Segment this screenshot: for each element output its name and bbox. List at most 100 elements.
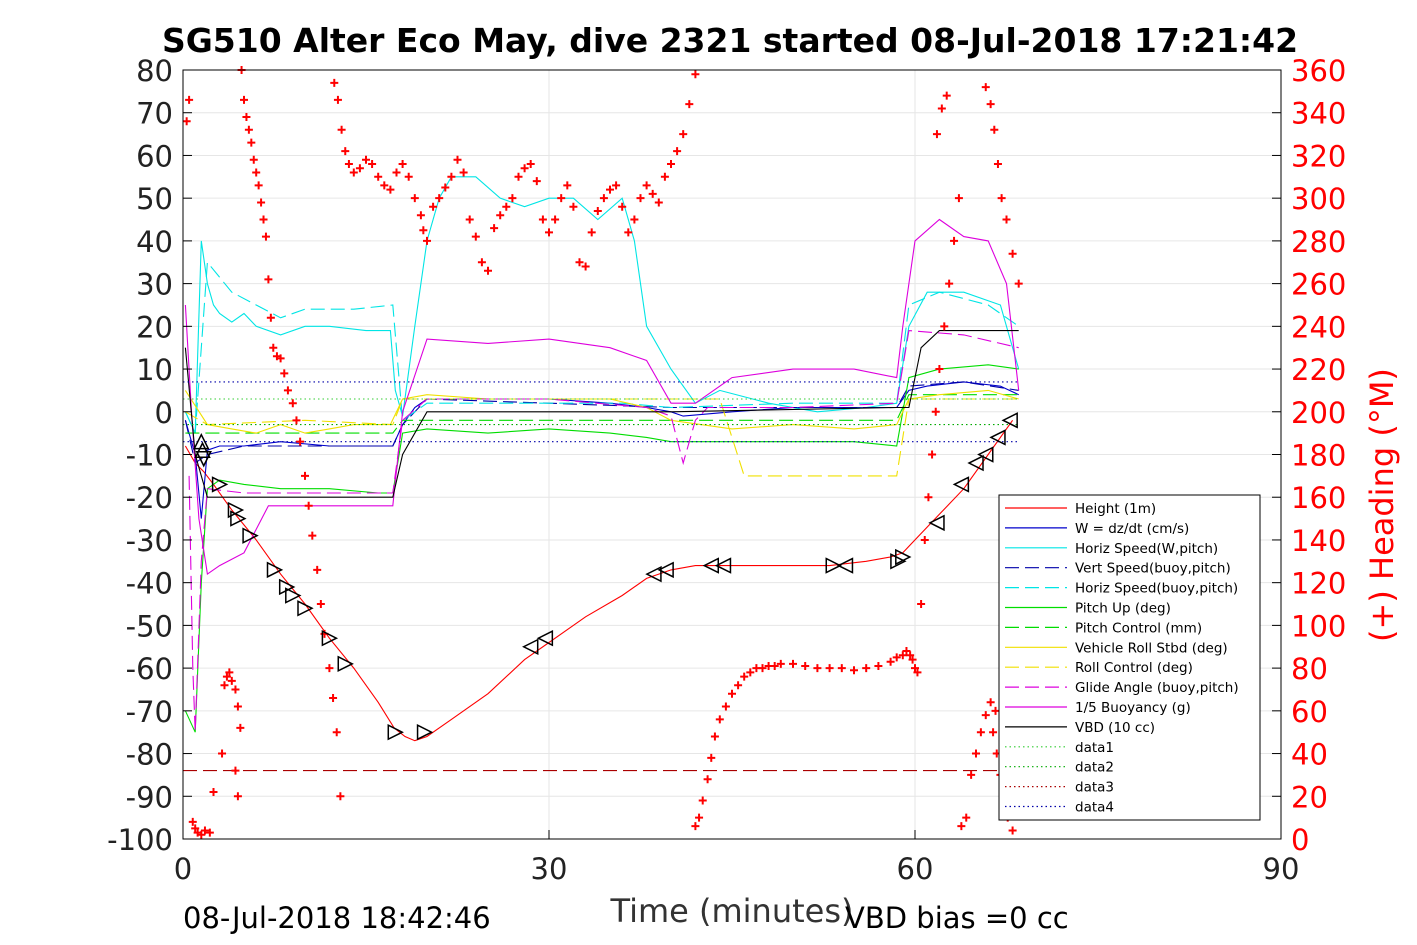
heading-point: [185, 95, 194, 104]
heading-point: [233, 792, 242, 801]
heading-point: [325, 664, 334, 673]
legend-label: W = dz/dt (cm/s): [1075, 521, 1189, 537]
waypoint-triangle: [194, 441, 211, 458]
heading-point: [538, 215, 547, 224]
heading-point: [465, 215, 474, 224]
heading-point: [336, 792, 345, 801]
heading-point: [954, 194, 963, 203]
heading-point: [188, 817, 197, 826]
legend-label: data3: [1075, 780, 1114, 796]
waypoint-triangle: [645, 565, 662, 583]
heading-point: [242, 112, 251, 121]
heading-point: [557, 194, 566, 203]
waypoint-triangle: [230, 510, 247, 527]
waypoint-triangle: [977, 446, 994, 463]
heading-point: [837, 664, 846, 673]
heading-point: [191, 824, 200, 833]
heading-point: [368, 159, 377, 168]
heading-point: [862, 664, 871, 673]
heading-point: [252, 168, 261, 177]
y2-tick-label: 260: [1291, 268, 1346, 302]
waypoint-triangle: [211, 476, 229, 493]
heading-point: [459, 168, 468, 177]
heading-point: [850, 666, 858, 675]
series-vbd-10-cc-: [184, 330, 1019, 498]
y2-tick-label: 280: [1291, 225, 1346, 259]
heading-point: [691, 70, 700, 79]
heading-point: [344, 159, 353, 168]
legend-label: 1/5 Buoyancy (g): [1075, 700, 1191, 716]
chart-title: SG510 Alter Eco May, dive 2321 started 0…: [162, 21, 1298, 60]
heading-point: [532, 177, 541, 186]
y-tick-label: -70: [126, 695, 173, 729]
heading-point: [746, 668, 755, 677]
heading-point: [292, 416, 301, 425]
y-axis-right: 3603403203002802602402202001801601401201…: [1272, 54, 1346, 857]
legend-label: data4: [1075, 800, 1114, 816]
y2-tick-label: 120: [1291, 567, 1346, 601]
heading-point: [355, 164, 364, 173]
heading-point: [618, 202, 627, 211]
y-axis-left: 80 70 60 50 40 30 20 10 0 -10 -20 -30 -40 -50 -60 -70 -8…: [107, 54, 192, 857]
waypoint-triangle: [967, 454, 984, 472]
heading-point: [660, 172, 669, 181]
waypoint-triangle: [416, 723, 434, 741]
waypoint-triangle: [836, 557, 854, 574]
heading-point: [940, 322, 949, 331]
heading-point: [981, 711, 990, 720]
heading-point: [200, 826, 209, 835]
heading-point: [304, 501, 313, 510]
series-roll-control-deg-: [185, 398, 1019, 477]
y2-tick-label: 240: [1291, 310, 1346, 344]
heading-point: [976, 728, 985, 737]
heading-point: [990, 125, 999, 134]
series-horiz-speed-buoy-pitch-: [184, 260, 1020, 434]
legend-label: Glide Angle (buoy,pitch): [1075, 680, 1239, 696]
heading-point: [477, 258, 486, 267]
heading-point: [257, 198, 266, 207]
heading-point: [740, 672, 749, 681]
heading-point: [419, 226, 428, 235]
series-w-dz-dt-cm-s-: [184, 381, 1019, 519]
legend-label: data1: [1075, 740, 1114, 756]
heading-point: [593, 206, 602, 215]
heading-point: [986, 100, 995, 109]
waypoint-triangle: [522, 638, 539, 655]
heading-point: [209, 788, 218, 797]
heading-point: [1014, 279, 1023, 288]
series-glide-angle-buoy-pitch-: [188, 330, 1019, 733]
waypoint-triangle: [387, 723, 404, 741]
heading-point: [937, 104, 946, 113]
legend-label: data2: [1075, 760, 1114, 776]
waypoint-triangle: [285, 587, 302, 604]
heading-point: [942, 91, 951, 100]
y-tick-label: -10: [126, 439, 173, 473]
heading-point: [825, 664, 834, 673]
heading-point: [957, 822, 966, 831]
heading-point: [349, 168, 358, 177]
y2-tick-label: 200: [1291, 396, 1346, 430]
heading-point: [404, 172, 413, 181]
heading-point: [264, 275, 273, 284]
heading-point: [691, 822, 700, 831]
heading-point: [374, 172, 383, 181]
heading-layer: [182, 66, 1023, 839]
heading-point: [972, 749, 980, 758]
heading-point: [698, 796, 707, 805]
heading-point: [1008, 826, 1017, 835]
heading-point: [924, 493, 933, 502]
y-tick-label: 30: [136, 268, 173, 302]
heading-point: [908, 655, 917, 664]
heading-point: [341, 147, 350, 156]
heading-point: [254, 181, 263, 190]
y-tick-label: -50: [126, 609, 173, 643]
heading-point: [233, 702, 242, 711]
heading-point: [981, 83, 990, 92]
heading-point: [316, 600, 325, 609]
heading-point: [892, 653, 901, 662]
waypoint-triangle: [895, 548, 912, 566]
heading-point: [1002, 215, 1011, 224]
heading-point: [514, 172, 523, 181]
heading-point: [563, 181, 572, 190]
